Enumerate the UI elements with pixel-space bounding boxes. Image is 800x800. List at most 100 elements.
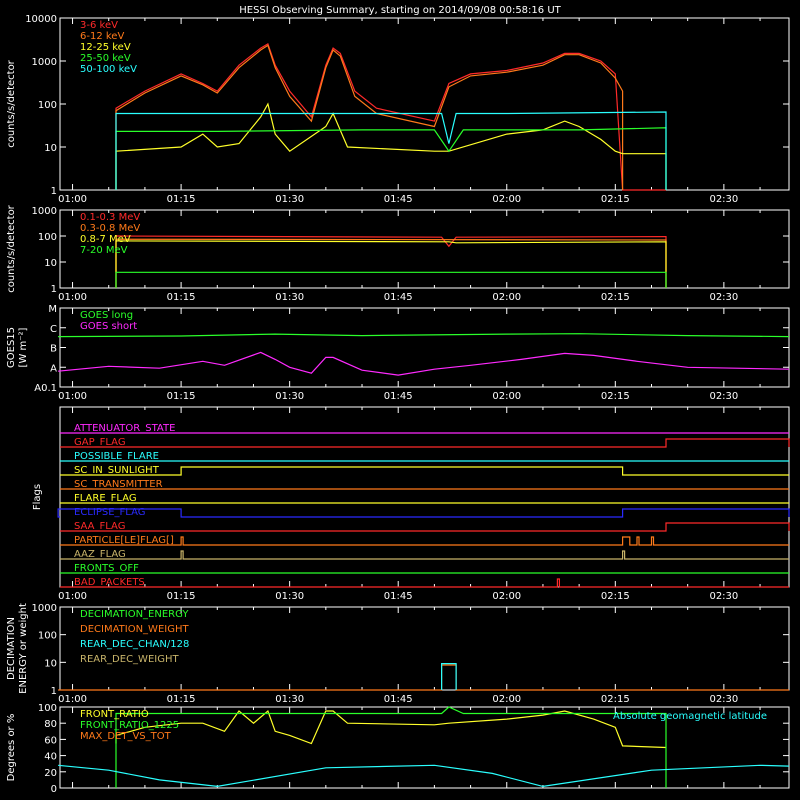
legend-entry: 0.8-7 MeV	[80, 234, 131, 245]
flag-label: SAA_FLAG	[74, 521, 125, 532]
y-tick-label: A	[50, 363, 57, 374]
x-tick-label: 02:30	[709, 391, 738, 402]
x-tick-label: 02:30	[709, 591, 738, 602]
panel-counts: 01:00 01:15 01:30 01:45 02:00 02:15 02:30 1 10 10…	[6, 14, 790, 205]
x-tick-label: 01:30	[275, 194, 304, 205]
y-axis-label: counts/s/detector	[6, 59, 17, 147]
legend-entry: 3-6 keV	[80, 20, 118, 31]
annotation-label: Absolute geomagnetic latitude	[613, 711, 767, 722]
x-tick-label: 01:45	[384, 292, 413, 303]
y-tick-label: M	[48, 304, 57, 315]
y-tick-label: 1000	[32, 57, 57, 68]
y-axis-label: DECIMATION	[6, 617, 17, 680]
y-tick-label: 1	[51, 186, 57, 197]
legend-entry: 50-100 keV	[80, 64, 137, 75]
flag-label: SC_TRANSMITTER	[74, 479, 163, 490]
x-tick-label: 01:00	[58, 694, 87, 705]
series-line	[58, 351, 790, 376]
legend-entry: 6-12 keV	[80, 31, 124, 42]
y-axis-label-2: ENERGY or weight	[18, 603, 29, 694]
y-tick-label: C	[50, 324, 57, 335]
x-tick-label: 01:15	[167, 391, 196, 402]
series-line	[115, 111, 667, 190]
y-axis-label: GOES15	[6, 327, 17, 368]
panel-goes: 01:00 01:15 01:30 01:45 02:00 02:15 02:30 A0.1 A…	[6, 304, 790, 402]
series-line	[115, 238, 667, 288]
flag-line	[57, 508, 790, 518]
x-tick-label: 02:00	[492, 391, 521, 402]
y-tick-label: 80	[44, 719, 57, 730]
x-tick-label: 01:15	[167, 694, 196, 705]
legend-entry: REAR_DEC_CHAN/128	[80, 639, 189, 650]
y-tick-label: A0.1	[34, 383, 57, 394]
x-tick-label: 02:00	[492, 694, 521, 705]
legend-entry: GOES short	[80, 321, 137, 332]
y-axis-label-2: [W m⁻²]	[18, 327, 29, 367]
legend-entry: 0.3-0.8 MeV	[80, 223, 140, 234]
y-tick-label: 100	[38, 703, 57, 714]
x-tick-label: 02:30	[709, 292, 738, 303]
y-axis-label: Flags	[32, 484, 43, 510]
y-tick-label: 10	[44, 143, 57, 154]
flag-line	[60, 550, 789, 560]
flag-label: FRONTS_OFF	[74, 563, 139, 574]
legend-entry: FRONT_RATIO_1225	[80, 720, 179, 731]
x-tick-label: 02:00	[492, 292, 521, 303]
flag-line	[60, 578, 789, 588]
flag-label: GAP_FLAG	[74, 437, 126, 448]
panel-frame	[59, 209, 790, 289]
x-tick-label: 01:30	[275, 591, 304, 602]
panel-frame	[59, 17, 790, 191]
y-tick-label: 10	[44, 258, 57, 269]
y-axis-label: Degrees or %	[6, 714, 17, 782]
flag-label: SC_IN_SUNLIGHT	[74, 465, 160, 476]
y-tick-label: 10	[44, 658, 57, 669]
x-tick-label: 02:00	[492, 194, 521, 205]
flag-line	[60, 522, 790, 532]
series-line	[115, 44, 624, 190]
series-line	[115, 271, 667, 288]
x-tick-label: 02:15	[601, 694, 630, 705]
series-line	[58, 333, 790, 338]
x-tick-label: 01:45	[384, 194, 413, 205]
y-tick-label: 100	[38, 631, 57, 642]
y-tick-label: 1	[51, 284, 57, 295]
panel-decimation: 01:00 01:15 01:30 01:45 02:00 02:15 02:30 1 10 10…	[6, 603, 790, 705]
flag-label: AAZ_FLAG	[74, 549, 126, 560]
flag-label: PARTICLE[LE]FLAG[]	[74, 535, 174, 546]
series-line	[58, 764, 790, 788]
x-tick-label: 01:45	[384, 694, 413, 705]
flag-label: FLARE_FLAG	[74, 493, 137, 504]
flag-label: BAD_PACKETS	[74, 577, 145, 588]
panels: 01:00 01:15 01:30 01:45 02:00 02:15 02:3011010…	[6, 14, 790, 795]
y-axis-label: counts/s/detector	[6, 204, 17, 292]
x-tick-label: 01:45	[384, 391, 413, 402]
x-tick-label: 02:15	[601, 591, 630, 602]
x-tick-label: 02:15	[601, 292, 630, 303]
legend-entry: GOES long	[80, 310, 133, 321]
x-tick-label: 01:15	[167, 292, 196, 303]
x-tick-label: 01:00	[58, 194, 87, 205]
legend-entry: 25-50 keV	[80, 53, 131, 64]
series-line	[115, 235, 667, 288]
x-tick-label: 01:15	[167, 591, 196, 602]
legend-entry: REAR_DEC_WEIGHT	[80, 654, 179, 665]
y-tick-label: 40	[44, 752, 57, 763]
x-tick-label: 02:15	[601, 194, 630, 205]
y-tick-label: 1	[51, 686, 57, 697]
y-tick-label: 1000	[32, 603, 57, 614]
flag-line	[60, 466, 789, 476]
flag-line	[60, 536, 789, 546]
y-tick-label: 100	[38, 100, 57, 111]
legend-entry: MAX_DET_VS_TOT	[80, 731, 172, 742]
x-tick-label: 01:30	[275, 292, 304, 303]
x-tick-label: 01:00	[58, 292, 87, 303]
flag-line	[60, 438, 790, 448]
x-tick-label: 02:30	[709, 194, 738, 205]
x-tick-label: 01:15	[167, 194, 196, 205]
panel-frame	[59, 406, 790, 588]
panel-frame	[59, 307, 790, 388]
flag-label: ATTENUATOR_STATE	[74, 423, 175, 434]
legend-entry: 0.1-0.3 MeV	[80, 212, 140, 223]
